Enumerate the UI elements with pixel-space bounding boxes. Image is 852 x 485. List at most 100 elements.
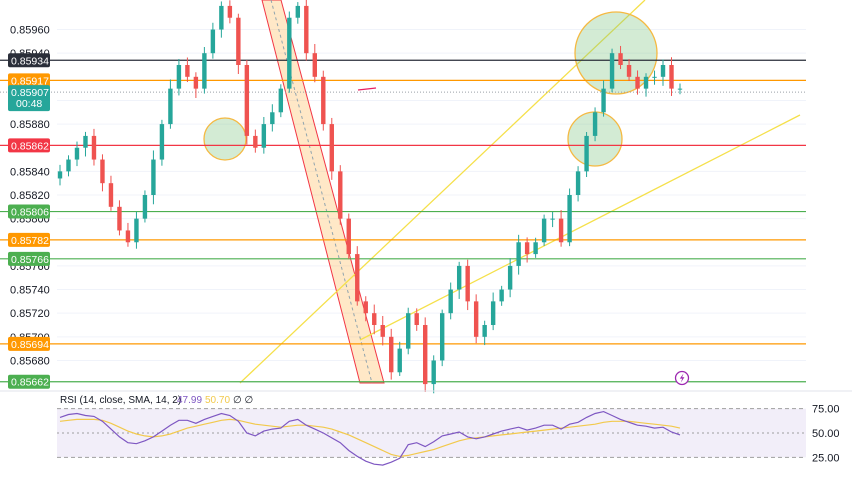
candle-body <box>423 325 428 385</box>
highlight-circle[interactable] <box>203 117 247 161</box>
candle-body <box>406 313 411 349</box>
price-tick-label: 0.85880 <box>10 119 50 131</box>
candle-body <box>91 135 97 160</box>
candle-body <box>389 336 394 373</box>
price-tag-label: 0.85782 <box>11 235 49 247</box>
candle-body <box>550 218 555 220</box>
trendline[interactable] <box>239 0 646 384</box>
candle-body <box>380 325 385 337</box>
price-tag <box>8 251 50 266</box>
candle-body <box>287 17 292 89</box>
price-tag-label: 0.85934 <box>11 55 49 67</box>
candle-body <box>609 53 615 89</box>
rsi-level-label: 25.00 <box>812 452 840 464</box>
candle-body <box>652 76 657 78</box>
candle-body <box>66 159 71 172</box>
candle-body <box>448 289 453 314</box>
price-tick-label: 0.85720 <box>10 308 50 320</box>
candle-body <box>159 124 165 160</box>
candle-body <box>142 195 148 219</box>
price-tick-label: 0.85740 <box>10 285 50 297</box>
candle-body <box>660 65 666 77</box>
rsi-pane[interactable]: 75.00 50.00 25.00 <box>57 404 840 466</box>
price-tag <box>8 73 50 88</box>
rsi-legend-label: RSI (14, close, SMA, 14, 2) <box>60 395 181 406</box>
rsi-band <box>57 408 806 458</box>
price-tag <box>8 138 50 153</box>
candle-body <box>295 5 301 18</box>
candle-body <box>626 65 632 77</box>
price-tag <box>8 374 50 389</box>
price-tag-label: 0.85694 <box>11 339 49 351</box>
candle-body <box>278 88 284 113</box>
candle-body <box>270 112 275 125</box>
price-tag-label: 0.85806 <box>11 207 49 219</box>
candle-body <box>372 313 377 325</box>
candle-body <box>253 135 258 148</box>
highlight-circle[interactable] <box>574 11 658 95</box>
rsi-sma-line <box>59 418 681 458</box>
candle-body <box>473 301 479 337</box>
price-tick-label: 0.85820 <box>10 190 50 202</box>
price-tag-label: 0.85766 <box>11 254 49 266</box>
candle-body <box>524 242 530 255</box>
alert-lightning-icon[interactable] <box>674 370 690 386</box>
candle-body <box>168 88 173 125</box>
chart-annotations[interactable] <box>203 0 801 384</box>
small-drawing[interactable] <box>357 87 377 91</box>
candle-body <box>669 65 674 89</box>
candle-body <box>541 218 547 243</box>
candle-body <box>592 112 598 136</box>
rsi-legend-value: 47.99 <box>177 395 202 406</box>
candle-body <box>193 76 199 89</box>
price-grid <box>57 29 806 361</box>
candle-body <box>635 76 640 89</box>
rsi-legend: RSI (14, close, SMA, 14, 2) 47.99 50.70 … <box>60 395 253 406</box>
candle-body <box>74 147 80 160</box>
candle-body <box>185 65 190 77</box>
candle-body <box>321 76 326 125</box>
candle-body <box>439 313 445 361</box>
price-tag <box>8 53 50 68</box>
candle-body <box>482 325 487 337</box>
current-price-countdown: 00:48 <box>16 98 42 110</box>
price-tag-label: 0.85662 <box>11 377 49 389</box>
candle-body <box>304 5 309 54</box>
price-level-tags: 0.85934 0.85917 0.85862 0.85806 0.85782 0.857… <box>8 53 50 389</box>
regression-channel[interactable] <box>261 0 385 384</box>
candle-body <box>176 65 182 89</box>
candle-body <box>499 289 504 302</box>
candle-body <box>227 5 233 18</box>
candle-body <box>236 17 241 65</box>
price-tag <box>8 336 50 351</box>
candle-body <box>507 265 513 290</box>
candle-body <box>567 195 572 243</box>
candle-body <box>490 301 496 325</box>
candle-body <box>219 5 224 30</box>
candle-body <box>677 88 683 90</box>
current-price-tag <box>8 85 50 112</box>
candle-body <box>83 135 88 148</box>
candle-body <box>363 301 368 314</box>
candle-body <box>312 53 317 77</box>
candle-body <box>575 171 581 195</box>
candle-body <box>456 265 462 290</box>
candle-body <box>533 242 538 255</box>
candle-body <box>414 313 419 325</box>
candle-body <box>431 360 436 385</box>
candle-body <box>244 65 250 136</box>
trendline[interactable] <box>359 114 801 341</box>
price-tick-label: 0.85840 <box>10 166 50 178</box>
price-tick-label: 0.85680 <box>10 355 50 367</box>
candlestick-series <box>57 0 683 394</box>
candle-body <box>100 159 105 184</box>
candle-body <box>134 218 139 243</box>
candle-body <box>57 171 63 179</box>
rsi-legend-sma-value: 50.70 <box>205 395 230 406</box>
candle-body <box>584 135 589 172</box>
rsi-line <box>59 410 681 466</box>
price-tag-label: 0.85862 <box>11 140 49 152</box>
candle-body <box>643 76 649 89</box>
candle-body <box>329 124 334 172</box>
